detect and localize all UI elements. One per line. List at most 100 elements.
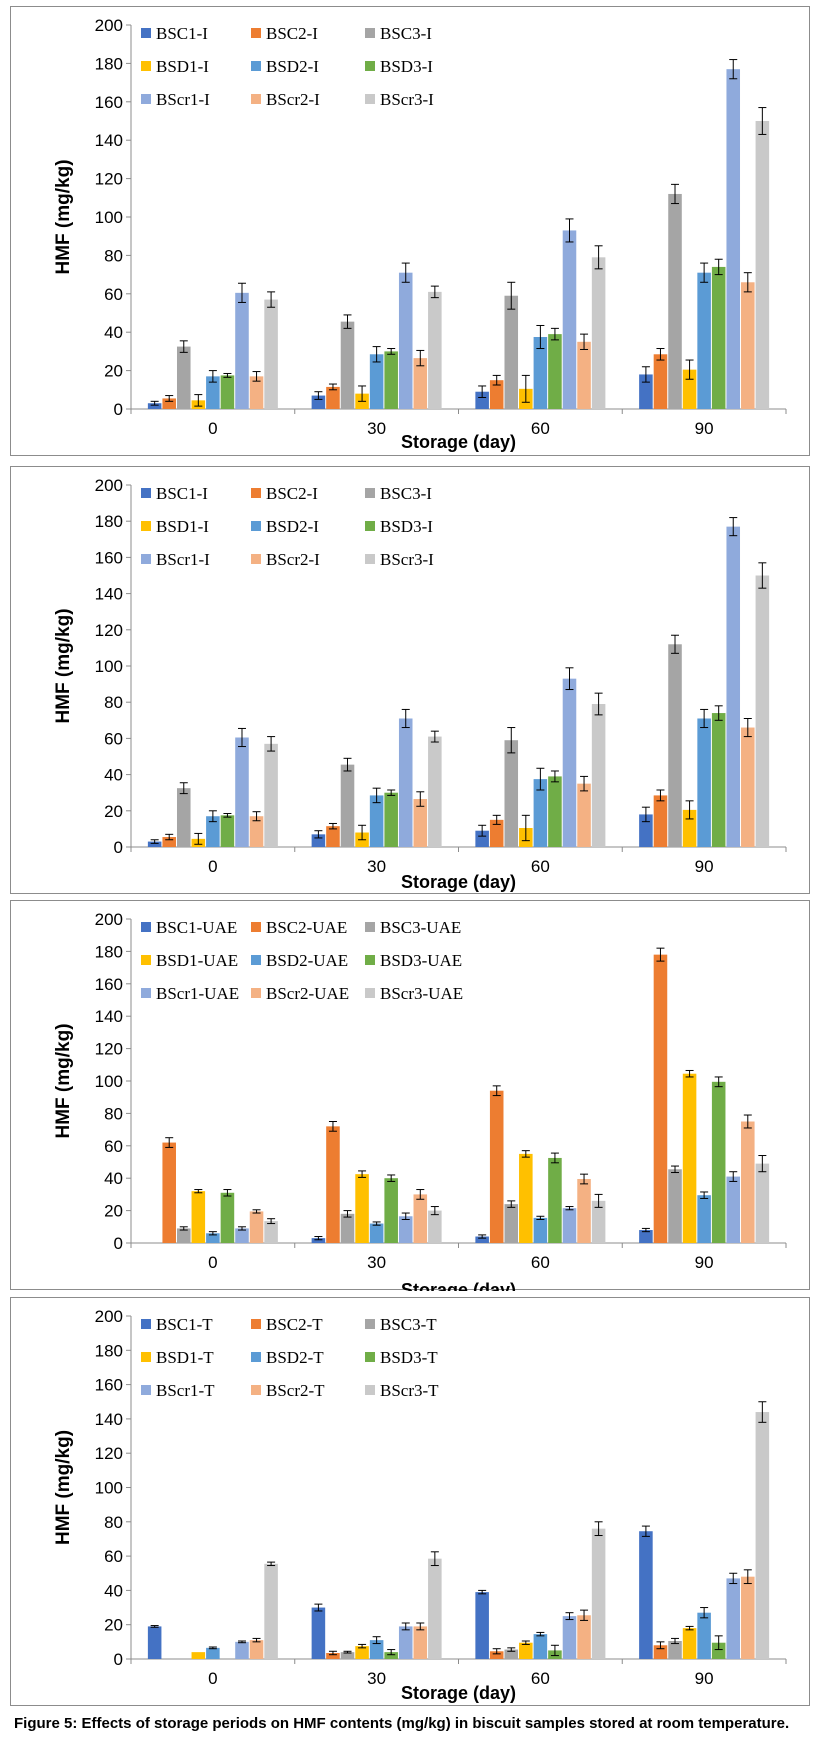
y-tick-label: 80: [104, 246, 123, 265]
x-axis-title: Storage (day): [401, 1280, 516, 1291]
y-tick-label: 0: [114, 1234, 123, 1253]
bar-bscr2-uae: [413, 1194, 428, 1243]
bar-bscr3-i: [755, 121, 770, 409]
legend-swatch: [251, 922, 261, 932]
legend-entry: BSC1-I: [156, 484, 208, 503]
legend-entry: BScr1-UAE: [156, 984, 239, 1003]
bar-bscr1-t: [235, 1641, 249, 1659]
legend-entry: BSC1-UAE: [156, 918, 237, 937]
bar-bscr1-i: [562, 678, 577, 847]
y-tick-label: 180: [95, 512, 123, 531]
y-tick-label: 40: [104, 1169, 123, 1188]
bar-bsc2-uae: [326, 1126, 340, 1243]
bar-bscr1-uae: [235, 1228, 249, 1243]
bar-bsd1-uae: [519, 1153, 533, 1243]
legend-entry: BSC1-I: [156, 24, 208, 43]
bar-bsc1-t: [475, 1592, 489, 1659]
legend-swatch: [141, 28, 151, 38]
bar-bscr3-i: [264, 299, 278, 409]
bar-bsc3-i: [340, 764, 355, 847]
bar-bsc2-t: [489, 1651, 504, 1659]
bar-bsd2-i: [697, 718, 711, 847]
x-tick-label: 90: [695, 419, 714, 438]
x-tick-label: 90: [695, 1669, 714, 1688]
y-axis-title: HMF (mg/kg): [53, 159, 74, 274]
legend-entry: BSC2-I: [266, 484, 318, 503]
bar-bsc2-i: [653, 354, 668, 409]
bar-bsc1-uae: [475, 1236, 489, 1243]
chart-panel-4: 0 20 40 60 80 100 120 140 160 180 200 0 30 60 90 Storag…: [10, 1297, 810, 1706]
bar-bsd2-uae: [697, 1195, 711, 1243]
bar-bsd2-i: [369, 795, 384, 847]
y-tick-label: 100: [95, 1479, 123, 1498]
y-tick-label: 100: [95, 1072, 123, 1091]
figure-caption: Figure 5: Effects of storage periods on …: [14, 1715, 790, 1732]
legend-swatch: [251, 61, 261, 71]
legend-entry: BSC3-I: [380, 484, 432, 503]
bar-bscr1-i: [235, 292, 249, 409]
bar-bscr2-i: [577, 341, 591, 409]
bar-bsd2-t: [697, 1612, 711, 1659]
y-tick-label: 140: [95, 131, 123, 150]
bar-bsd3-i: [548, 334, 562, 409]
legend-entry: BSD2-I: [266, 57, 319, 76]
chart-panel-1: 0 20 40 60 80 100 120 140 160 180 200 0 30 60 90 Storag…: [10, 6, 810, 456]
y-tick-label: 200: [95, 910, 123, 929]
bar-bsd3-uae: [548, 1157, 562, 1243]
y-tick-label: 60: [104, 285, 123, 304]
bar-bsd1-t: [519, 1642, 533, 1659]
bar-bscr1-i: [235, 737, 249, 847]
bar-bscr2-i: [741, 282, 755, 409]
bar-bscr3-i: [428, 291, 442, 409]
legend-swatch: [365, 1385, 375, 1395]
bar-bscr3-t: [755, 1412, 770, 1659]
bar-bsd3-uae: [220, 1192, 235, 1243]
bar-bscr3-i: [428, 736, 442, 847]
bar-bsd3-i: [220, 815, 235, 847]
bar-bscr3-i: [755, 575, 770, 847]
bar-bscr1-uae: [398, 1216, 413, 1243]
bar-bsc1-i: [147, 841, 162, 847]
legend-swatch: [141, 94, 151, 104]
legend-entry: BScr3-I: [380, 550, 434, 569]
y-tick-label: 120: [95, 1444, 123, 1463]
legend-swatch: [251, 488, 261, 498]
y-tick-label: 80: [104, 693, 123, 712]
bar-bscr2-i: [413, 358, 428, 409]
bar-bscr2-t: [577, 1615, 591, 1659]
bar-bscr3-i: [591, 704, 606, 847]
bar-bsd2-i: [533, 337, 548, 409]
legend-swatch: [251, 955, 261, 965]
bar-bsc3-uae: [668, 1169, 682, 1243]
y-tick-label: 60: [104, 1137, 123, 1156]
x-tick-label: 90: [695, 857, 714, 876]
bar-bscr2-i: [249, 816, 264, 847]
bar-bscr3-i: [591, 257, 606, 409]
bar-bscr1-t: [398, 1626, 413, 1659]
legend-swatch: [365, 1352, 375, 1362]
bar-bsc2-i: [162, 398, 176, 409]
y-tick-label: 20: [104, 802, 123, 821]
bar-bsc2-uae: [653, 954, 668, 1243]
bar-bscr2-uae: [249, 1211, 264, 1243]
bar-bsd1-uae: [682, 1073, 697, 1243]
bar-bsc3-t: [340, 1652, 355, 1659]
bar-bsc2-t: [326, 1652, 340, 1659]
legend-swatch: [251, 988, 261, 998]
x-tick-label: 30: [367, 1669, 386, 1688]
legend-entry: BScr3-T: [380, 1381, 439, 1400]
y-tick-label: 120: [95, 170, 123, 189]
bar-bscr2-uae: [741, 1121, 755, 1243]
bar-bsc1-uae: [639, 1230, 653, 1243]
legend-entry: BScr1-I: [156, 90, 210, 109]
y-axis-title: HMF (mg/kg): [53, 608, 74, 723]
y-tick-label: 140: [95, 1007, 123, 1026]
bar-bscr2-i: [577, 783, 591, 847]
bar-bscr3-t: [264, 1563, 278, 1659]
x-axis-title: Storage (day): [401, 432, 516, 452]
legend-entry: BSC3-UAE: [380, 918, 461, 937]
bar-bsc1-i: [147, 403, 162, 409]
legend-swatch: [365, 61, 375, 71]
bar-bsc2-i: [489, 819, 504, 847]
legend-swatch: [141, 955, 151, 965]
